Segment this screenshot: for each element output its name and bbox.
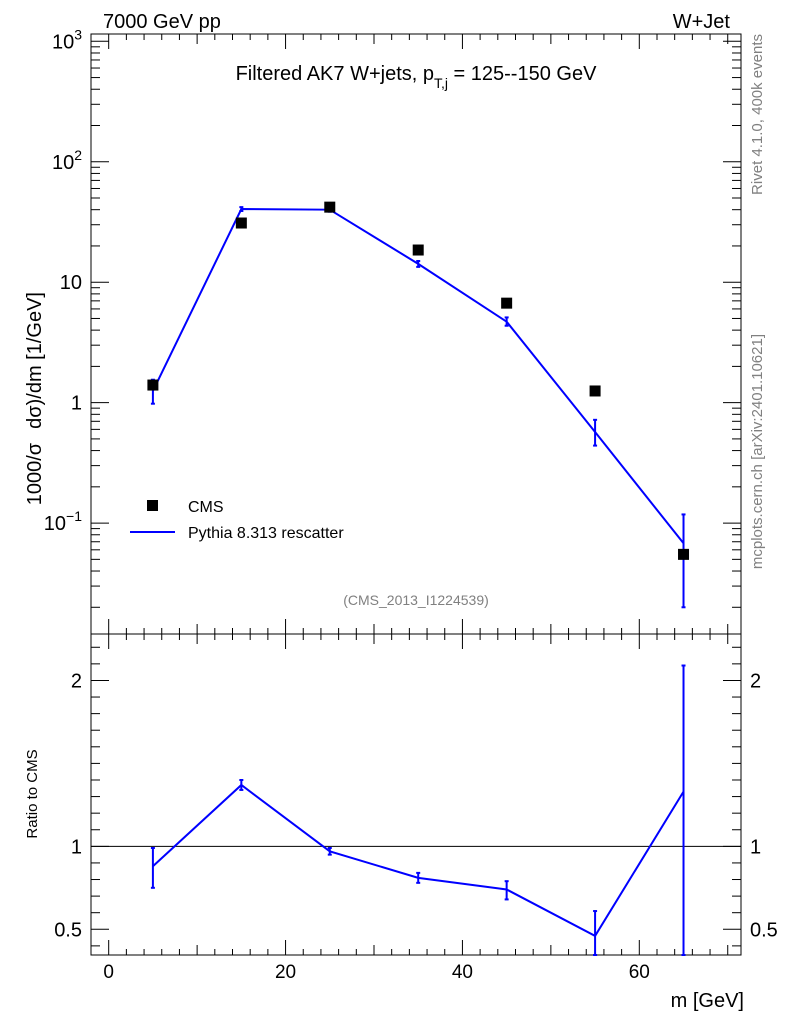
- cms-data-point: [412, 244, 424, 256]
- y-tick-exponent: 2: [74, 147, 82, 163]
- legend-label-cms: CMS: [188, 499, 224, 516]
- analysis-tag: (CMS_2013_I1224539): [343, 592, 489, 608]
- ratio-series-group: [91, 664, 741, 956]
- x-axis-label: m [GeV]: [671, 990, 744, 1012]
- ratio-y-tick-label: 2: [71, 670, 82, 692]
- x-tick-label: 0: [103, 962, 114, 983]
- ratio-y-tick-label-right: 2: [750, 670, 761, 692]
- main-y-axis-label: 1000/σ dσ)/dm [1/GeV]: [24, 292, 46, 505]
- y-tick-exponent: 3: [74, 26, 82, 42]
- legend-marker-cms: [147, 500, 158, 511]
- cms-data-point: [147, 379, 159, 391]
- ratio-y-tick-label-right: 1: [750, 836, 761, 858]
- y-tick-base: 10: [52, 152, 74, 174]
- energy-label: 7000 GeV pp: [103, 11, 221, 33]
- y-tick-label: 10−1: [44, 508, 82, 535]
- cms-data-point: [589, 385, 601, 397]
- y-tick-label: 102: [52, 147, 82, 174]
- cms-data-point: [678, 548, 690, 560]
- plot-title: Filtered AK7 W+jets, pT,j = 125--150 GeV: [236, 63, 598, 91]
- y-tick-base: 10: [44, 513, 66, 535]
- y-label-part1: 1000/σ: [24, 442, 46, 505]
- legend-label-pythia: Pythia 8.313 rescatter: [188, 525, 344, 542]
- title-prefix: Filtered AK7 W+jets, p: [236, 63, 434, 85]
- cms-data-point: [235, 217, 247, 229]
- title-suffix: = 125--150 GeV: [448, 63, 597, 85]
- main-axis-ticks: [91, 34, 741, 634]
- ratio-y-tick-label: 0.5: [54, 919, 82, 941]
- y-tick-base: 10: [52, 31, 74, 53]
- x-tick-label: 60: [629, 962, 650, 983]
- legend: CMS Pythia 8.313 rescatter: [130, 499, 344, 542]
- y-tick-label: 1: [71, 393, 82, 415]
- cms-data-point: [501, 297, 513, 309]
- y-label-part2: dσ)/dm [1/GeV]: [24, 292, 46, 429]
- y-tick-label: 103: [52, 26, 82, 53]
- main-series-group: [147, 201, 690, 609]
- x-tick-label: 40: [452, 962, 473, 983]
- mcplots-label: mcplots.cern.ch [arXiv:2401.10621]: [749, 334, 766, 569]
- title-subscript: T,j: [434, 75, 448, 91]
- x-tick-label: 20: [275, 962, 296, 983]
- process-label: W+Jet: [673, 11, 731, 33]
- ratio-y-tick-label-right: 0.5: [750, 919, 778, 941]
- y-tick-exponent: −1: [66, 508, 82, 524]
- ratio-y-axis-label: Ratio to CMS: [24, 749, 41, 838]
- ratio-tick-labels: 0 20 40 60 0.5 0.5 1 1 2 2: [54, 670, 778, 983]
- y-tick-label: 10: [60, 272, 82, 294]
- ratio-axis-ticks: [91, 634, 741, 955]
- ratio-y-tick-label: 1: [71, 836, 82, 858]
- cms-data-point: [324, 201, 336, 213]
- ratio-plot-frame: [90, 633, 742, 956]
- rivet-info-label: Rivet 4.1.0, 400k events: [749, 34, 766, 195]
